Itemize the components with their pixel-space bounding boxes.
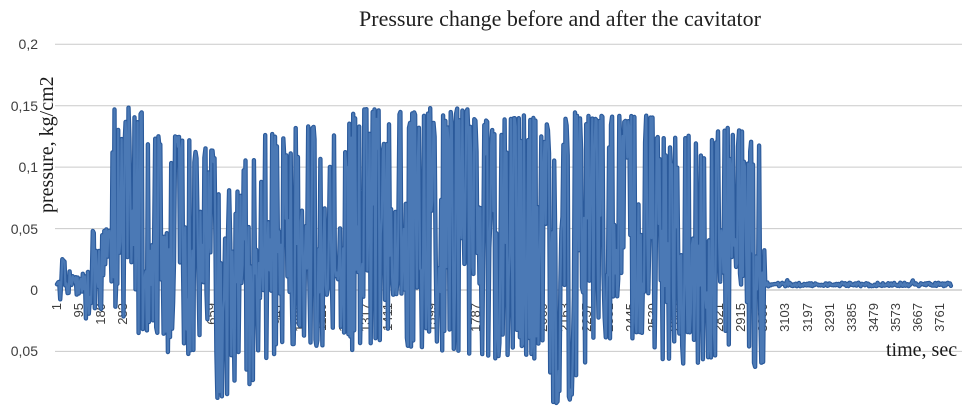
chart-title: Pressure change before and after the cav… [359, 6, 761, 31]
y-tick-label: 0,2 [18, 36, 38, 53]
y-tick-label: 0,15 [10, 97, 38, 114]
y-tick-label: 0,1 [18, 159, 38, 176]
y-tick-label: 0,05 [10, 343, 38, 360]
series-core [55, 106, 952, 404]
y-tick-label: 0 [30, 282, 38, 298]
x-axis-title: time, sec [886, 339, 958, 361]
y-tick-label: 0,05 [10, 220, 38, 237]
